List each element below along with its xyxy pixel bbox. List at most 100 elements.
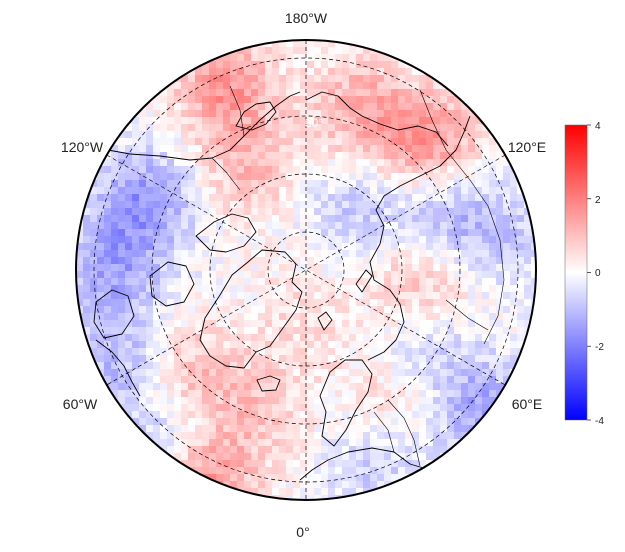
anomaly-cell xyxy=(174,89,182,97)
anomaly-cell xyxy=(370,138,378,146)
anomaly-cell xyxy=(447,299,455,307)
anomaly-cell xyxy=(314,460,322,468)
anomaly-cell xyxy=(363,432,371,440)
anomaly-cell xyxy=(181,89,189,97)
anomaly-cell xyxy=(440,131,448,139)
anomaly-cell xyxy=(209,208,217,216)
anomaly-cell xyxy=(293,313,301,321)
anomaly-cell xyxy=(377,257,385,265)
anomaly-cell xyxy=(447,404,455,412)
anomaly-cell xyxy=(419,103,427,111)
anomaly-cell xyxy=(265,68,273,76)
anomaly-cell xyxy=(216,453,224,461)
anomaly-cell xyxy=(223,208,231,216)
anomaly-cell xyxy=(531,215,536,223)
anomaly-cell xyxy=(104,334,112,342)
anomaly-cell xyxy=(314,180,322,188)
anomaly-cell xyxy=(174,194,182,202)
anomaly-cell xyxy=(461,425,469,433)
anomaly-cell xyxy=(174,355,182,363)
anomaly-cell xyxy=(468,187,476,195)
anomaly-cell xyxy=(279,285,287,293)
anomaly-cell xyxy=(230,61,238,69)
anomaly-cell xyxy=(83,320,91,328)
anomaly-cell xyxy=(391,467,399,475)
anomaly-cell xyxy=(524,313,532,321)
anomaly-cell xyxy=(454,362,462,370)
anomaly-cell xyxy=(202,411,210,419)
anomaly-cell xyxy=(223,446,231,454)
anomaly-cell xyxy=(307,271,315,279)
anomaly-cell xyxy=(300,173,308,181)
anomaly-cell xyxy=(265,180,273,188)
anomaly-cell xyxy=(510,355,518,363)
anomaly-cell xyxy=(195,264,203,272)
anomaly-cell xyxy=(349,110,357,118)
anomaly-cell xyxy=(251,47,259,55)
anomaly-cell xyxy=(454,117,462,125)
anomaly-cell xyxy=(335,201,343,209)
anomaly-cell xyxy=(349,306,357,314)
anomaly-cell xyxy=(132,334,140,342)
anomaly-cell xyxy=(195,117,203,125)
anomaly-cell xyxy=(223,103,231,111)
anomaly-cell xyxy=(335,446,343,454)
anomaly-cell xyxy=(132,215,140,223)
anomaly-cell xyxy=(216,341,224,349)
anomaly-cell xyxy=(335,110,343,118)
anomaly-cell xyxy=(244,215,252,223)
anomaly-cell xyxy=(412,390,420,398)
anomaly-cell xyxy=(139,334,147,342)
anomaly-cell xyxy=(251,54,259,62)
anomaly-cell xyxy=(125,166,133,174)
anomaly-cell xyxy=(363,61,371,69)
anomaly-cell xyxy=(293,369,301,377)
anomaly-cell xyxy=(300,397,308,405)
anomaly-cell xyxy=(314,446,322,454)
anomaly-cell xyxy=(83,306,91,314)
anomaly-cell xyxy=(146,236,154,244)
anomaly-cell xyxy=(265,453,273,461)
latitude-label: 30° xyxy=(305,116,323,130)
anomaly-cell xyxy=(447,243,455,251)
anomaly-cell xyxy=(300,222,308,230)
anomaly-cell xyxy=(461,320,469,328)
anomaly-cell xyxy=(195,390,203,398)
anomaly-cell xyxy=(223,194,231,202)
anomaly-cell xyxy=(181,299,189,307)
novaya-zemlya-coastline xyxy=(355,269,373,293)
anomaly-cell xyxy=(321,152,329,160)
anomaly-cell xyxy=(286,446,294,454)
anomaly-cell xyxy=(370,362,378,370)
anomaly-cell xyxy=(328,404,336,412)
anomaly-cell xyxy=(195,75,203,83)
anomaly-cell xyxy=(335,474,343,482)
anomaly-cell xyxy=(118,166,126,174)
anomaly-cell xyxy=(286,418,294,426)
anomaly-cell xyxy=(286,103,294,111)
anomaly-cell xyxy=(384,376,392,384)
anomaly-cell xyxy=(293,348,301,356)
anomaly-cell xyxy=(426,334,434,342)
anomaly-cell xyxy=(307,495,315,500)
anomaly-cell xyxy=(482,327,490,335)
anomaly-cell xyxy=(223,376,231,384)
anomaly-cell xyxy=(384,229,392,237)
anomaly-cell xyxy=(265,327,273,335)
anomaly-cell xyxy=(440,117,448,125)
anomaly-cell xyxy=(510,285,518,293)
anomaly-cell xyxy=(272,194,280,202)
anomaly-cell xyxy=(104,313,112,321)
anomaly-cell xyxy=(104,285,112,293)
anomaly-cell xyxy=(468,411,476,419)
anomaly-cell xyxy=(503,257,511,265)
anomaly-cell xyxy=(160,453,168,461)
anomaly-cell xyxy=(370,397,378,405)
anomaly-cell xyxy=(118,306,126,314)
anomaly-cell xyxy=(314,75,322,83)
anomaly-cell xyxy=(286,75,294,83)
anomaly-cell xyxy=(377,425,385,433)
anomaly-cell xyxy=(370,201,378,209)
anomaly-cell xyxy=(167,180,175,188)
